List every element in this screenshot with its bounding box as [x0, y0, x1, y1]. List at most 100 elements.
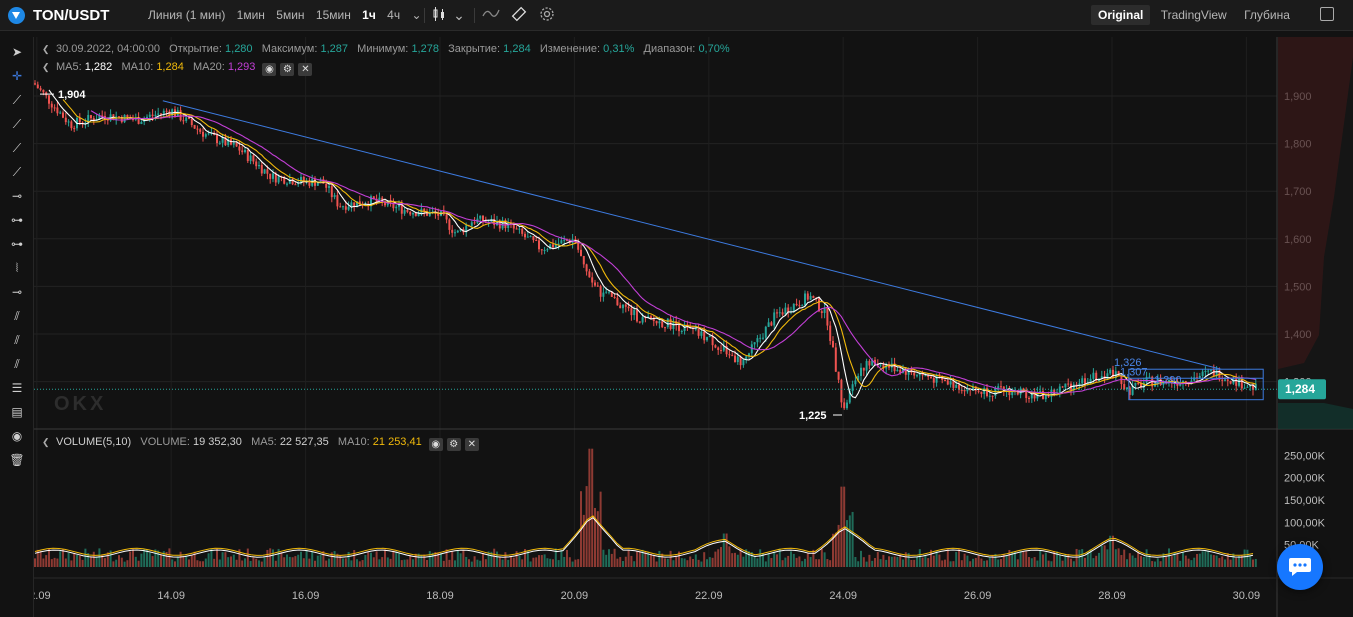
candle-body	[638, 321, 641, 323]
candle-body	[185, 117, 188, 121]
volume-bar	[501, 559, 504, 567]
candle-body	[798, 305, 801, 307]
visibility-icon[interactable]: ◉	[11, 429, 23, 443]
price-line-icon[interactable]: ⊸	[11, 285, 23, 299]
candle-body	[619, 305, 622, 309]
candle-body	[1064, 383, 1067, 388]
fib-icon[interactable]: ☰	[11, 381, 23, 395]
collapse-chevron-icon[interactable]: ❮	[42, 44, 50, 54]
ruler-icon[interactable]	[510, 6, 528, 24]
candle-type-icon[interactable]	[430, 6, 448, 24]
depth-bid-area	[1278, 403, 1353, 429]
volume-bar	[865, 561, 868, 567]
candle-body	[498, 221, 501, 229]
volume-bar	[532, 557, 535, 567]
candle-body	[946, 380, 949, 385]
candle-body	[1081, 378, 1084, 384]
cursor-icon[interactable]: ➤	[11, 45, 23, 59]
interval-more-chevron-icon[interactable]: ⌄	[411, 8, 422, 22]
gann-icon[interactable]: ▤	[11, 405, 23, 419]
interval-4h[interactable]: 4ч	[387, 8, 401, 22]
volume-bar	[157, 550, 160, 567]
chat-support-button[interactable]	[1277, 544, 1323, 590]
pitchfork-icon[interactable]: ⫽	[14, 357, 20, 371]
h-segment-icon[interactable]: ⊶	[11, 237, 23, 251]
close-icon[interactable]: ✕	[298, 63, 313, 76]
volume-ma10-value: 21 253,41	[372, 436, 422, 448]
volume-bar	[585, 486, 588, 567]
candle-body	[1168, 379, 1170, 383]
horizontal-ray-icon[interactable]: ⊸	[11, 189, 23, 203]
interval-1m[interactable]: 1мин	[236, 8, 265, 22]
candle-body	[204, 134, 207, 137]
volume-bar	[263, 557, 266, 567]
settings-gear-icon[interactable]	[538, 6, 556, 24]
volume-bar	[742, 556, 745, 567]
candle-body	[162, 110, 165, 114]
pair-title[interactable]: TON/USDT	[33, 7, 110, 24]
candle-body	[398, 204, 400, 207]
settings-icon[interactable]: ⚙	[446, 438, 461, 451]
candle-body	[924, 375, 927, 377]
volume-bar	[445, 549, 448, 567]
candle-body	[34, 83, 36, 85]
ray-icon[interactable]: ⟋	[12, 117, 22, 131]
tab-depth[interactable]: Глубина	[1244, 8, 1290, 22]
trash-icon[interactable]: 🗑	[9, 453, 25, 467]
volume-title: VOLUME(5,10)	[56, 436, 132, 448]
chart-canvas[interactable]: 1,9001,8001,7001,6001,5001,4001,30012.09…	[23, 37, 1353, 617]
chart-panel[interactable]: 1,9001,8001,7001,6001,5001,4001,30012.09…	[23, 37, 1353, 617]
candle-body	[1078, 383, 1081, 385]
horizontal-line-icon[interactable]: ⊶	[11, 213, 23, 227]
candle-body	[661, 321, 664, 328]
volume-bar	[1154, 561, 1156, 567]
volume-bar	[417, 553, 420, 567]
volume-bar	[479, 560, 482, 567]
chart-type-chevron-icon[interactable]: ⌄	[453, 7, 465, 23]
tab-original[interactable]: Original	[1091, 5, 1151, 25]
volume-bar	[1036, 560, 1039, 567]
interval-1h[interactable]: 1ч	[362, 8, 376, 22]
volume-bar	[552, 559, 554, 567]
vertical-line-icon[interactable]: ⦚	[15, 261, 19, 275]
crosshair-icon[interactable]: ✛	[11, 69, 23, 83]
tab-tradingview[interactable]: TradingView	[1160, 8, 1227, 22]
channel-icon[interactable]: ⫽	[14, 333, 20, 347]
settings-icon[interactable]: ⚙	[280, 63, 295, 76]
candle-body	[932, 378, 935, 383]
eye-icon[interactable]: ◉	[262, 63, 277, 76]
indicator-icon[interactable]	[482, 6, 500, 24]
candle-body	[392, 202, 395, 209]
candle-body	[624, 304, 627, 307]
candle-body	[781, 312, 784, 315]
candle-body	[118, 116, 120, 118]
interval-15m[interactable]: 15мин	[315, 8, 351, 22]
candle-body	[540, 249, 543, 251]
volume-bar	[1198, 553, 1201, 567]
collapse-chevron-icon[interactable]: ❮	[42, 62, 50, 72]
volume-bar	[1022, 551, 1025, 567]
close-icon[interactable]: ✕	[464, 438, 479, 451]
candle-body	[854, 380, 857, 385]
volume-bar	[1207, 550, 1210, 567]
extended-line-icon[interactable]: ⟋	[12, 141, 22, 155]
high-marker-label: 1,904	[58, 89, 86, 101]
volume-bar	[708, 557, 711, 567]
candle-body	[1033, 392, 1036, 399]
candle-body	[577, 242, 580, 250]
volume-bar	[1084, 557, 1086, 567]
volume-bar	[50, 559, 53, 567]
fullscreen-icon[interactable]	[1320, 7, 1334, 21]
parallel-channel-icon[interactable]: ⫽	[14, 309, 20, 323]
eye-icon[interactable]: ◉	[428, 438, 443, 451]
trend-line-icon[interactable]: ⟋	[12, 93, 22, 107]
candle-body	[776, 312, 778, 314]
interval-5m[interactable]: 5мин	[276, 8, 305, 22]
legend-date: 30.09.2022, 04:00:00	[56, 43, 160, 55]
interval-list: Линия (1 мин) 1мин 5мин 15мин 1ч 4ч ⌄	[148, 8, 430, 22]
volume-bar	[375, 551, 378, 567]
candle-body	[190, 118, 193, 126]
collapse-chevron-icon[interactable]: ❮	[42, 437, 50, 447]
segment-icon[interactable]: ⟋	[12, 165, 22, 179]
interval-line-1m[interactable]: Линия (1 мин)	[148, 8, 226, 22]
